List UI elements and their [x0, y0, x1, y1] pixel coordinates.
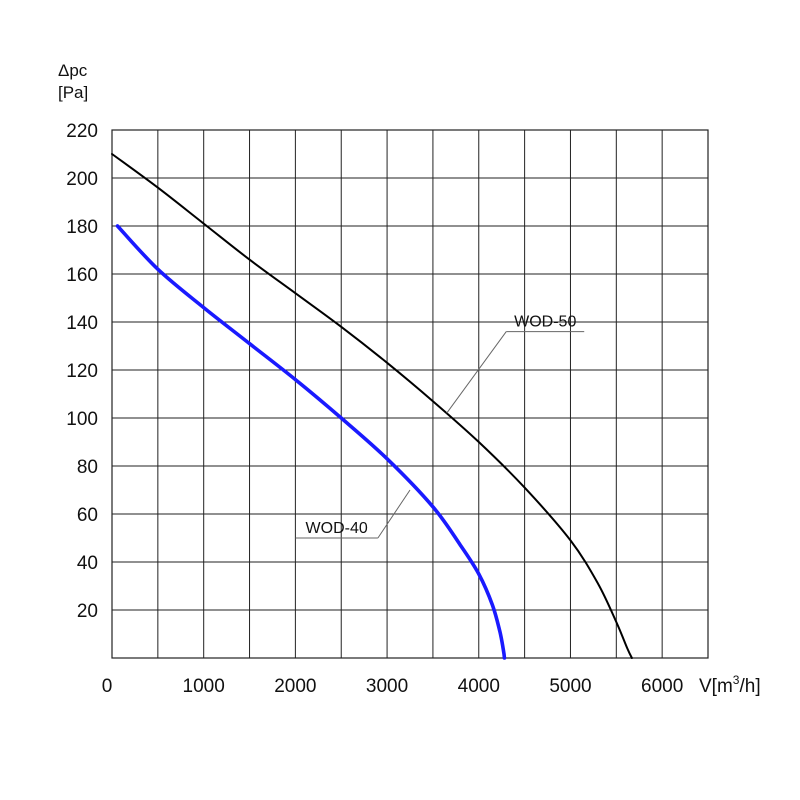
grid	[112, 130, 708, 658]
x-tick-label: 1000	[183, 676, 225, 697]
y-tick-label: 40	[77, 553, 98, 574]
y-tick-labels: 20 40 60 80 100 120 140 160 180 200 220	[66, 121, 98, 622]
y-tick-label: 80	[77, 457, 98, 478]
y-tick-label: 200	[66, 169, 98, 190]
x-tick-label: 4000	[458, 676, 500, 697]
y-tick-label: 180	[66, 217, 98, 238]
series-line-wod-50	[111, 153, 633, 659]
x-tick-labels: 0 1000 2000 3000 4000 5000 6000	[102, 676, 684, 697]
x-tick-label: 6000	[641, 676, 683, 697]
callout-label-wod-40: WOD-40	[306, 520, 368, 537]
x-axis-label-suffix: /h]	[739, 676, 760, 697]
y-axis-label-line-1: Δpc	[58, 61, 88, 80]
plot-frame	[111, 129, 709, 659]
x-tick-label: 5000	[549, 676, 591, 697]
y-tick-label: 160	[66, 265, 98, 286]
callout-leader-wod-50	[446, 331, 507, 414]
x-axis-label-prefix: V[m	[699, 676, 733, 697]
y-tick-label: 100	[66, 409, 98, 430]
x-axis-label: V[m3/h]	[699, 673, 761, 697]
x-axis-label-sup: 3	[733, 673, 740, 687]
series-layer	[111, 153, 633, 660]
callout-label-wod-50: WOD-50	[514, 314, 576, 331]
y-tick-label: 20	[77, 601, 98, 622]
callout-leader-wod-40	[377, 489, 411, 539]
callouts: WOD-50 WOD-40	[295, 314, 585, 539]
y-tick-label: 220	[66, 121, 98, 142]
series-line-wod-40	[115, 224, 507, 660]
x-tick-label: 0	[102, 676, 113, 697]
y-tick-label: 140	[66, 313, 98, 334]
y-axis-label-line-2: [Pa]	[58, 83, 88, 102]
y-tick-label: 120	[66, 361, 98, 382]
y-tick-label: 60	[77, 505, 98, 526]
x-tick-label: 3000	[366, 676, 408, 697]
x-tick-label: 2000	[274, 676, 316, 697]
